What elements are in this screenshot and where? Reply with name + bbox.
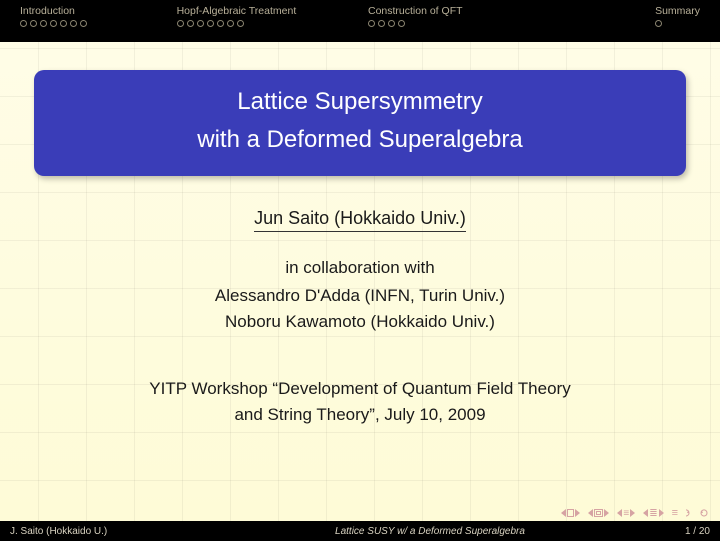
- footer-title: Lattice SUSY w/ a Deformed Superalgebra: [230, 526, 630, 537]
- nav-progress-dots: [177, 20, 368, 27]
- collab-name-2: Noboru Kawamoto (Hokkaido Univ.): [34, 312, 686, 332]
- collab-name-1: Alessandro D'Adda (INFN, Turin Univ.): [34, 286, 686, 306]
- progress-dot[interactable]: [197, 20, 204, 27]
- progress-dot[interactable]: [70, 20, 77, 27]
- progress-dot[interactable]: [237, 20, 244, 27]
- progress-dot[interactable]: [378, 20, 385, 27]
- progress-dot[interactable]: [398, 20, 405, 27]
- progress-dot[interactable]: [50, 20, 57, 27]
- progress-dot[interactable]: [177, 20, 184, 27]
- workshop-info: YITP Workshop “Development of Quantum Fi…: [34, 376, 686, 429]
- progress-dot[interactable]: [368, 20, 375, 27]
- section-nav: Introduction Hopf-Algebraic Treatment Co…: [0, 0, 720, 42]
- progress-dot[interactable]: [217, 20, 224, 27]
- title-line-1: Lattice Supersymmetry: [54, 88, 666, 116]
- nav-progress-dots: [20, 20, 177, 27]
- progress-dot[interactable]: [187, 20, 194, 27]
- nav-progress-dots: [655, 20, 700, 27]
- nav-frame-back-forward[interactable]: [588, 509, 609, 517]
- footer-page-number: 1 / 20: [630, 526, 720, 537]
- nav-label: Hopf-Algebraic Treatment: [177, 5, 368, 17]
- nav-progress-dots: [368, 20, 655, 27]
- nav-presentation-icon[interactable]: ≡: [672, 507, 678, 519]
- nav-label: Summary: [655, 5, 700, 17]
- author: Jun Saito (Hokkaido Univ.): [254, 208, 466, 232]
- nav-section-qft[interactable]: Construction of QFT: [368, 5, 655, 27]
- nav-undo-redo-icon[interactable]: [686, 508, 708, 518]
- nav-label: Introduction: [20, 5, 177, 17]
- nav-section-introduction[interactable]: Introduction: [20, 5, 177, 27]
- nav-section-summary[interactable]: Summary: [655, 5, 700, 27]
- progress-dot[interactable]: [80, 20, 87, 27]
- progress-dot[interactable]: [60, 20, 67, 27]
- progress-dot[interactable]: [207, 20, 214, 27]
- progress-dot[interactable]: [20, 20, 27, 27]
- progress-dot[interactable]: [40, 20, 47, 27]
- progress-dot[interactable]: [655, 20, 662, 27]
- title-block: Lattice Supersymmetry with a Deformed Su…: [34, 70, 686, 176]
- nav-label: Construction of QFT: [368, 5, 655, 17]
- workshop-line-1: YITP Workshop “Development of Quantum Fi…: [34, 376, 686, 402]
- title-line-2: with a Deformed Superalgebra: [54, 126, 666, 154]
- workshop-line-2: and String Theory”, July 10, 2009: [34, 402, 686, 428]
- nav-section-hopf[interactable]: Hopf-Algebraic Treatment: [177, 5, 368, 27]
- progress-dot[interactable]: [30, 20, 37, 27]
- nav-subsection-back-forward[interactable]: ≡: [617, 508, 635, 519]
- footer-bar: J. Saito (Hokkaido U.) Lattice SUSY w/ a…: [0, 521, 720, 541]
- collaborators-block: in collaboration with Alessandro D'Adda …: [34, 258, 686, 332]
- nav-section-back-forward[interactable]: ≣: [643, 508, 663, 519]
- progress-dot[interactable]: [388, 20, 395, 27]
- collab-label: in collaboration with: [34, 258, 686, 278]
- nav-slide-back-forward[interactable]: [561, 509, 580, 517]
- slide-body: Lattice Supersymmetry with a Deformed Su…: [0, 42, 720, 429]
- footer-author: J. Saito (Hokkaido U.): [0, 526, 230, 537]
- progress-dot[interactable]: [227, 20, 234, 27]
- beamer-nav-controls: ≡ ≣ ≡: [561, 507, 708, 519]
